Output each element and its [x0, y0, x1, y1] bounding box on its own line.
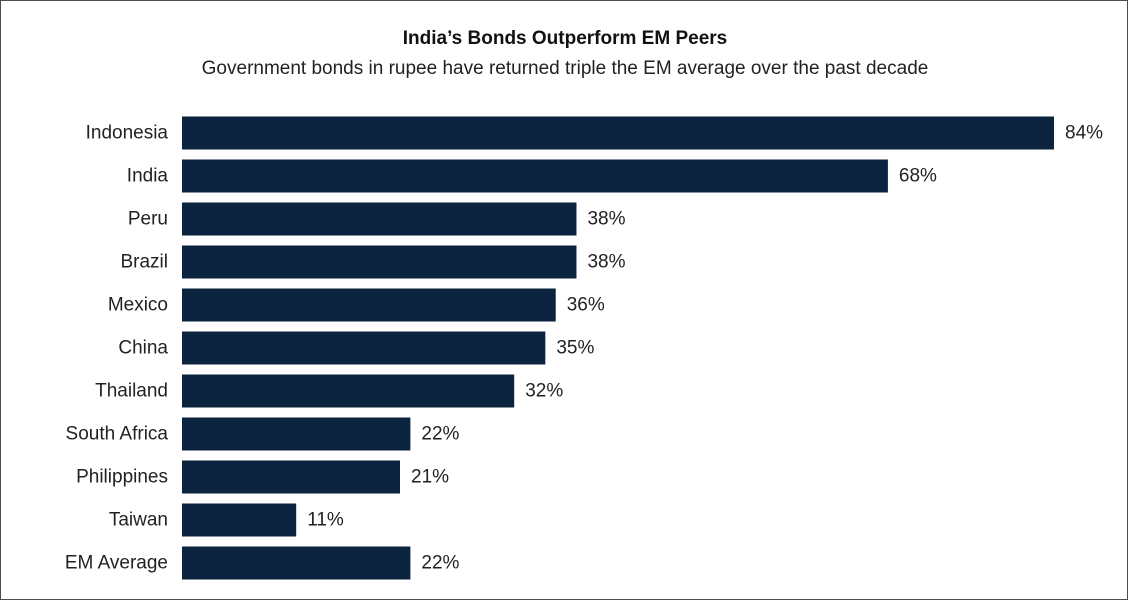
bar-india: [182, 159, 888, 193]
value-label-taiwan: 11%: [307, 510, 344, 531]
category-label-mexico: Mexico: [108, 295, 168, 316]
category-label-thailand: Thailand: [95, 381, 168, 402]
value-label-china: 35%: [556, 338, 594, 359]
bar-china: [182, 331, 546, 365]
value-label-thailand: 32%: [525, 381, 563, 402]
value-label-south-africa: 22%: [421, 424, 459, 445]
chart-subtitle: Government bonds in rupee have returned …: [201, 58, 929, 79]
bar-taiwan: [182, 503, 297, 537]
value-label-mexico: 36%: [567, 295, 605, 316]
bar-em-average: [182, 546, 411, 580]
bar-philippines: [182, 460, 400, 494]
bar-mexico: [182, 288, 556, 322]
value-label-indonesia: 84%: [1065, 123, 1103, 144]
category-label-indonesia: Indonesia: [86, 123, 169, 144]
category-label-brazil: Brazil: [120, 252, 168, 273]
bar-thailand: [182, 374, 515, 408]
category-label-india: India: [127, 166, 169, 187]
category-label-south-africa: South Africa: [66, 424, 169, 445]
value-label-em-average: 22%: [421, 553, 459, 574]
bar-peru: [182, 202, 577, 236]
value-label-india: 68%: [899, 166, 937, 187]
bar-south-africa: [182, 417, 411, 451]
category-label-china: China: [118, 338, 168, 359]
category-label-em-average: EM Average: [65, 553, 168, 574]
category-label-philippines: Philippines: [76, 467, 168, 488]
bar-indonesia: [182, 116, 1054, 150]
category-label-peru: Peru: [128, 209, 168, 230]
value-label-brazil: 38%: [587, 252, 625, 273]
value-label-philippines: 21%: [411, 467, 449, 488]
chart-title: India’s Bonds Outperform EM Peers: [402, 28, 728, 49]
bar-brazil: [182, 245, 577, 279]
value-label-peru: 38%: [587, 209, 625, 230]
category-label-taiwan: Taiwan: [109, 510, 168, 531]
